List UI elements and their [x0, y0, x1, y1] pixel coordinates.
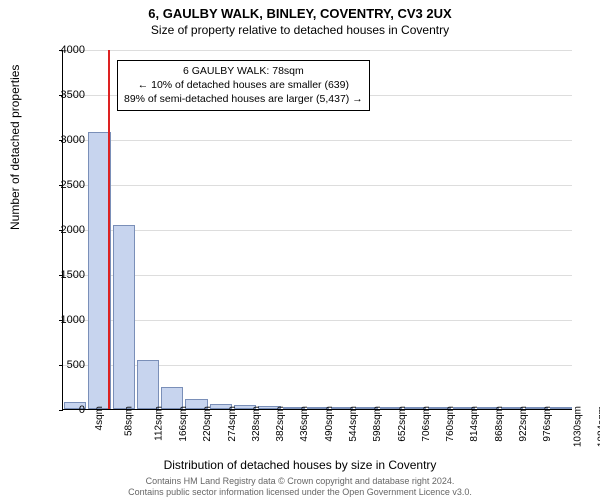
grid-line: [63, 230, 572, 231]
histogram-chart: 4sqm58sqm112sqm166sqm220sqm274sqm328sqm3…: [62, 50, 572, 410]
x-tick-label: 4sqm: [94, 406, 105, 430]
y-tick-label: 0: [45, 404, 85, 416]
x-tick-label: 1084sqm: [596, 406, 600, 447]
grid-line: [63, 50, 572, 51]
grid-line: [63, 185, 572, 186]
x-axis-label: Distribution of detached houses by size …: [0, 458, 600, 472]
x-tick-label: 490sqm: [324, 406, 335, 442]
grid-line: [63, 320, 572, 321]
x-tick-label: 760sqm: [445, 406, 456, 442]
annotation-line: 6 GAULBY WALK: 78sqm: [124, 64, 363, 78]
x-tick-label: 814sqm: [470, 406, 481, 442]
x-tick-label: 382sqm: [275, 406, 286, 442]
reference-line: [108, 50, 110, 409]
plot-area: 4sqm58sqm112sqm166sqm220sqm274sqm328sqm3…: [62, 50, 572, 410]
y-tick-label: 1000: [45, 314, 85, 326]
footer-attribution: Contains HM Land Registry data © Crown c…: [0, 476, 600, 498]
grid-line: [63, 275, 572, 276]
y-axis-label: Number of detached properties: [8, 65, 22, 230]
histogram-bar: [113, 225, 135, 409]
grid-line: [63, 140, 572, 141]
footer-line-1: Contains HM Land Registry data © Crown c…: [0, 476, 600, 487]
x-tick-label: 868sqm: [494, 406, 505, 442]
annotation-box: 6 GAULBY WALK: 78sqm← 10% of detached ho…: [117, 60, 370, 111]
page-subtitle: Size of property relative to detached ho…: [0, 21, 600, 37]
annotation-line: 89% of semi-detached houses are larger (…: [124, 92, 363, 106]
histogram-bar: [88, 132, 110, 409]
x-tick-label: 598sqm: [372, 406, 383, 442]
x-tick-label: 976sqm: [542, 406, 553, 442]
histogram-bar: [137, 360, 159, 409]
x-tick-label: 274sqm: [227, 406, 238, 442]
x-tick-label: 220sqm: [202, 406, 213, 442]
page-title: 6, GAULBY WALK, BINLEY, COVENTRY, CV3 2U…: [0, 0, 600, 21]
x-tick-label: 652sqm: [397, 406, 408, 442]
y-tick-label: 500: [45, 359, 85, 371]
x-tick-label: 922sqm: [518, 406, 529, 442]
y-tick-label: 1500: [45, 269, 85, 281]
x-tick-label: 544sqm: [348, 406, 359, 442]
annotation-line: ← 10% of detached houses are smaller (63…: [124, 78, 363, 92]
x-tick-label: 166sqm: [178, 406, 189, 442]
y-tick-label: 3500: [45, 89, 85, 101]
footer-line-2: Contains public sector information licen…: [0, 487, 600, 498]
y-tick-label: 2500: [45, 179, 85, 191]
x-tick-label: 436sqm: [300, 406, 311, 442]
x-tick-label: 58sqm: [124, 406, 135, 436]
x-tick-label: 112sqm: [153, 406, 164, 441]
y-tick-label: 4000: [45, 44, 85, 56]
x-tick-label: 706sqm: [421, 406, 432, 442]
y-tick-label: 2000: [45, 224, 85, 236]
y-tick-label: 3000: [45, 134, 85, 146]
x-tick-label: 328sqm: [251, 406, 262, 442]
x-tick-label: 1030sqm: [572, 406, 583, 447]
